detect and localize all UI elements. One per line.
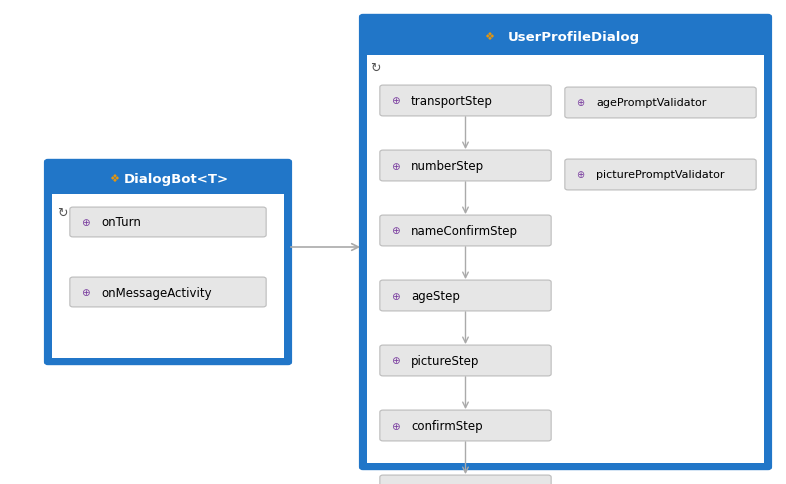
Text: pictureStep: pictureStep bbox=[411, 354, 479, 367]
FancyBboxPatch shape bbox=[380, 475, 551, 484]
FancyBboxPatch shape bbox=[380, 346, 551, 376]
Text: ❖: ❖ bbox=[109, 174, 119, 183]
Text: ⊕: ⊕ bbox=[391, 421, 399, 431]
Text: ⊕: ⊕ bbox=[391, 291, 399, 301]
Text: ❖: ❖ bbox=[484, 32, 494, 42]
Text: onTurn: onTurn bbox=[101, 216, 141, 229]
FancyBboxPatch shape bbox=[46, 161, 290, 363]
FancyBboxPatch shape bbox=[380, 215, 551, 246]
Text: ⊕: ⊕ bbox=[576, 98, 584, 108]
Text: ⊕: ⊕ bbox=[81, 217, 90, 227]
Text: transportStep: transportStep bbox=[411, 95, 493, 108]
Text: nameConfirmStep: nameConfirmStep bbox=[411, 225, 518, 238]
Text: ⊕: ⊕ bbox=[576, 170, 584, 180]
Text: picturePromptValidator: picturePromptValidator bbox=[596, 170, 725, 180]
FancyBboxPatch shape bbox=[361, 16, 770, 469]
FancyBboxPatch shape bbox=[70, 208, 266, 238]
Text: onMessageActivity: onMessageActivity bbox=[101, 286, 211, 299]
Text: ↻: ↻ bbox=[57, 206, 68, 219]
Text: DialogBot<T>: DialogBot<T> bbox=[123, 172, 229, 185]
Text: ⊕: ⊕ bbox=[81, 287, 90, 297]
Text: ageStep: ageStep bbox=[411, 289, 460, 302]
Text: ↻: ↻ bbox=[369, 61, 380, 75]
FancyBboxPatch shape bbox=[52, 195, 284, 358]
Text: ⊕: ⊕ bbox=[391, 356, 399, 366]
FancyBboxPatch shape bbox=[367, 56, 764, 463]
Text: confirmStep: confirmStep bbox=[411, 419, 483, 432]
Text: ⊕: ⊕ bbox=[391, 226, 399, 236]
FancyBboxPatch shape bbox=[380, 281, 551, 311]
Text: agePromptValidator: agePromptValidator bbox=[596, 98, 707, 108]
FancyBboxPatch shape bbox=[380, 151, 551, 182]
Text: UserProfileDialog: UserProfileDialog bbox=[508, 30, 640, 44]
Text: numberStep: numberStep bbox=[411, 160, 484, 173]
FancyBboxPatch shape bbox=[565, 88, 756, 119]
Text: ⊕: ⊕ bbox=[391, 96, 399, 106]
FancyBboxPatch shape bbox=[380, 86, 551, 117]
FancyBboxPatch shape bbox=[565, 160, 756, 191]
FancyBboxPatch shape bbox=[380, 410, 551, 441]
FancyBboxPatch shape bbox=[70, 277, 266, 307]
Text: ⊕: ⊕ bbox=[391, 161, 399, 171]
